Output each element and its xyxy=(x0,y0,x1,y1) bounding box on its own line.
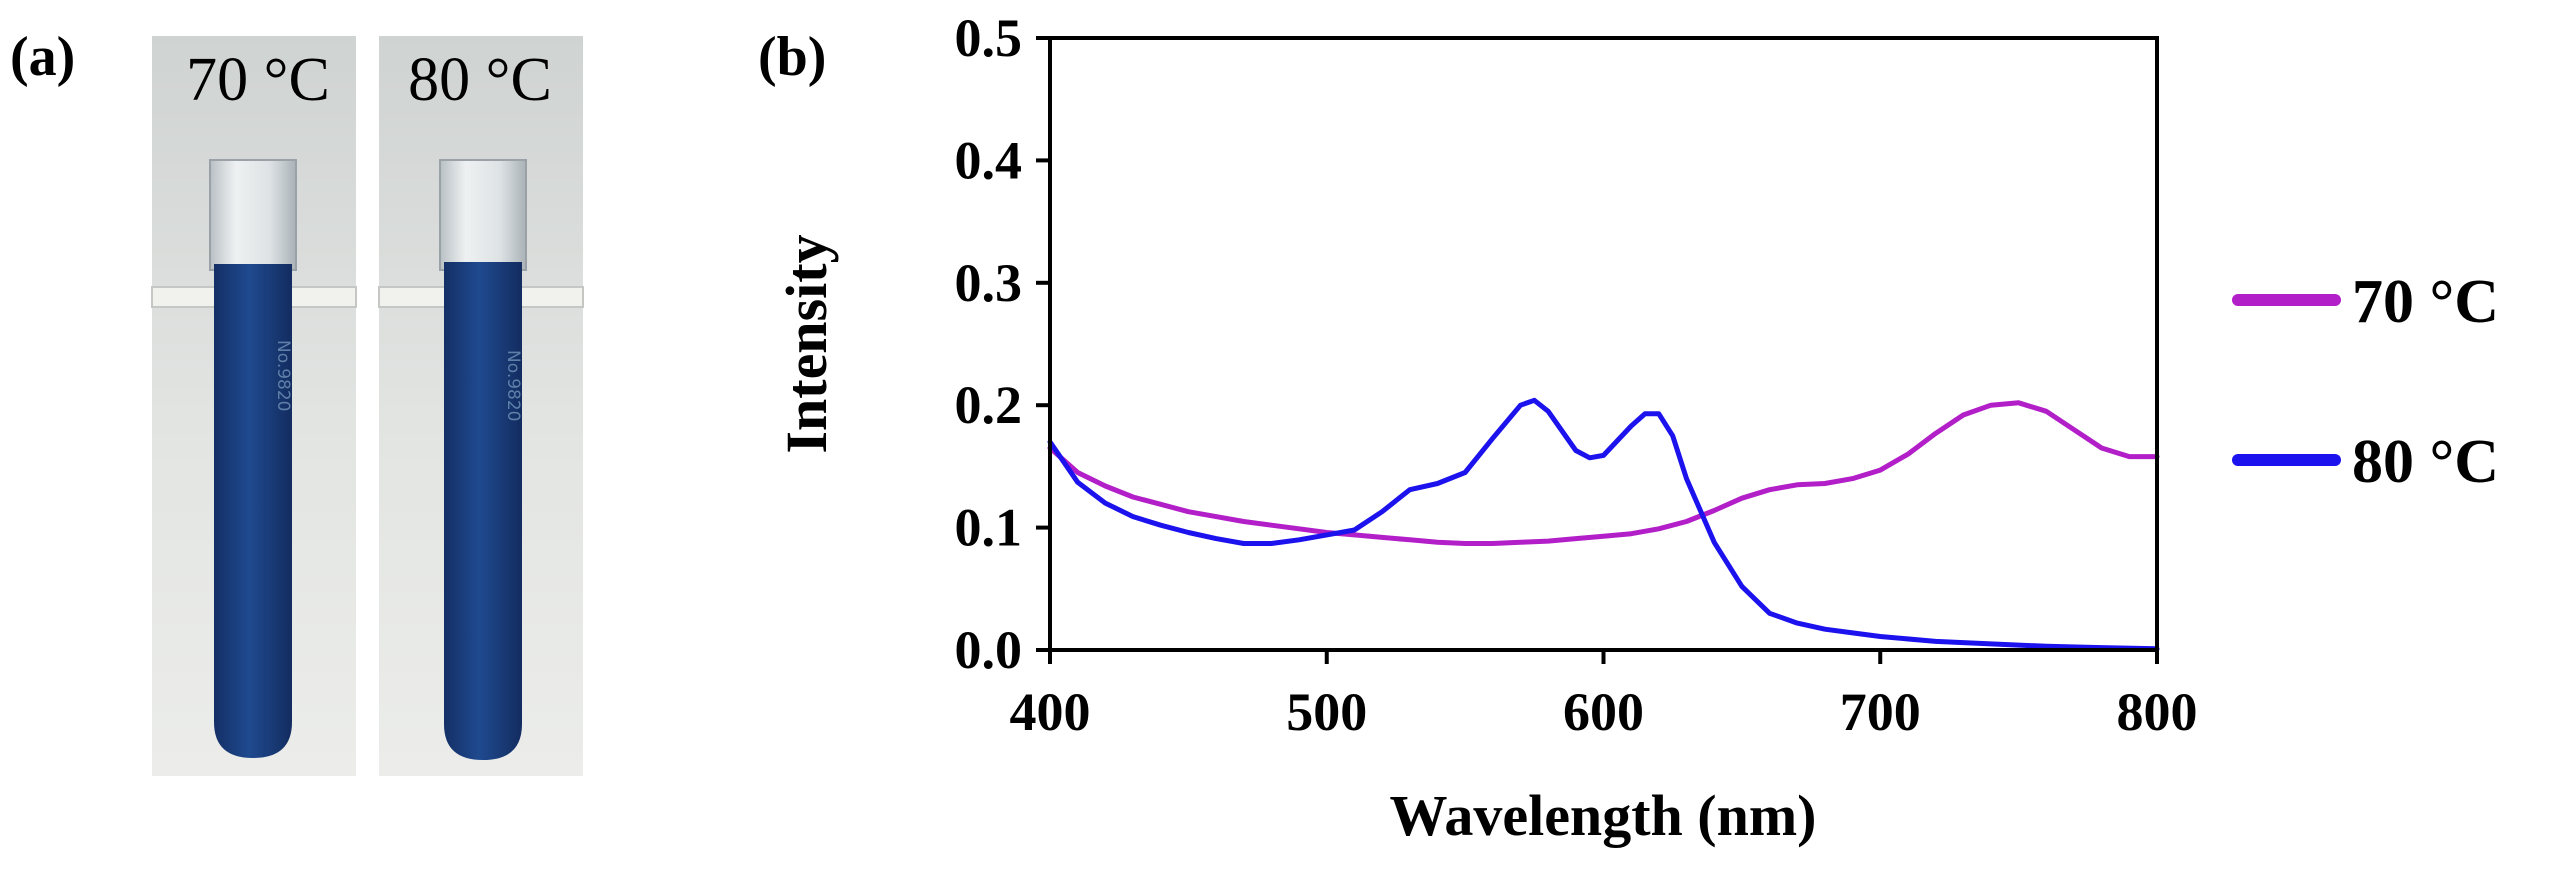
panel-a-label: (a) xyxy=(10,26,75,88)
legend-label-70: 70 °C xyxy=(2352,268,2499,336)
series-layer xyxy=(1047,397,2160,652)
x-tick-label: 400 xyxy=(1010,682,1091,742)
tube-glass-top xyxy=(209,159,297,271)
y-axis-title: Intensity xyxy=(774,234,839,453)
tube-photo-80: No.9820 80 °C xyxy=(378,36,584,776)
tube-liquid xyxy=(214,264,292,758)
tube-liquid xyxy=(444,262,522,760)
x-tick-label: 800 xyxy=(2117,682,2198,742)
plot-frame xyxy=(1048,36,2159,652)
y-tick-label: 0.2 xyxy=(955,375,1023,435)
legend: 70 °C 80 °C xyxy=(2232,268,2499,496)
tube-glass-top xyxy=(439,159,527,271)
y-tick-label: 0.5 xyxy=(955,8,1023,68)
tube-photo-70: No.9820 70 °C xyxy=(151,36,357,776)
ticks-layer: 400 500 600 700 800 0.0 0.1 0.2 0.3 0.4 0.5 xyxy=(955,8,2198,742)
y-tick-label: 0.3 xyxy=(955,253,1023,313)
tube-marking: No.9820 xyxy=(503,350,523,422)
y-tick-label: 0.0 xyxy=(955,620,1023,680)
x-axis-title: Wavelength (nm) xyxy=(1390,783,1817,848)
tube-marking: No.9820 xyxy=(273,340,293,412)
spectrum-chart: 400 500 600 700 800 0.0 0.1 0.2 0.3 0.4 0.5 Wavele… xyxy=(774,8,2499,848)
legend-label-80: 80 °C xyxy=(2352,428,2499,496)
series-line-80 xyxy=(1047,397,2160,652)
x-tick-label: 600 xyxy=(1563,682,1644,742)
tube-label-70: 70 °C xyxy=(186,46,330,114)
y-tick-label: 0.1 xyxy=(955,498,1023,558)
y-tick-label: 0.4 xyxy=(955,130,1023,190)
x-tick-label: 500 xyxy=(1286,682,1367,742)
panel-b-label: (b) xyxy=(758,26,826,88)
tube-label-80: 80 °C xyxy=(408,46,552,114)
series-line-70 xyxy=(1047,400,2160,546)
x-tick-label: 700 xyxy=(1840,682,1921,742)
